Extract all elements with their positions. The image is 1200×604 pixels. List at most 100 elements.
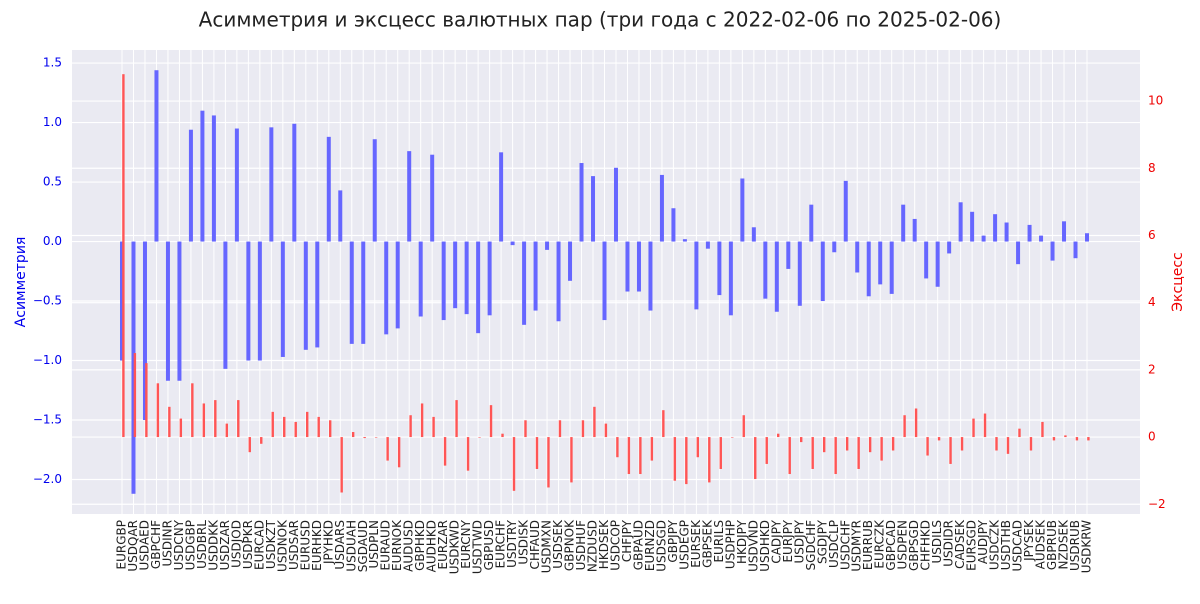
bar [430, 154, 435, 242]
bar [636, 241, 641, 292]
x-tick-label: USDDKK [206, 519, 220, 571]
bar [774, 241, 779, 312]
bar [591, 176, 596, 242]
x-tick-label: USDTWD [471, 520, 485, 574]
bar [593, 406, 596, 438]
bar [1027, 224, 1032, 242]
bar [441, 241, 446, 321]
x-tick-label: USDPHP [723, 520, 737, 569]
bar [972, 418, 975, 438]
chart-title: Асимметрия и эксцесс валютных пар (три г… [199, 8, 1002, 32]
x-tick-label: GBPSEK [700, 519, 714, 568]
bar [763, 241, 768, 299]
bar [214, 400, 217, 438]
bar [1004, 222, 1009, 242]
bar [832, 241, 837, 253]
bar [328, 420, 332, 438]
bar [340, 437, 343, 493]
bar [223, 241, 228, 369]
bar [1075, 437, 1079, 441]
bar [751, 227, 756, 242]
bar [179, 418, 183, 438]
bar [246, 241, 251, 361]
bar [648, 241, 653, 311]
bar [834, 437, 837, 475]
x-tick-label: EURCNY [459, 519, 473, 568]
x-tick-label: USDRUB [1068, 520, 1082, 571]
bar [797, 241, 802, 306]
bar [432, 416, 435, 438]
bar [694, 241, 699, 310]
x-tick-label: EURCAD [252, 520, 266, 570]
x-tick-label: USDMYR [850, 520, 864, 572]
x-tick-label: EURJPY [781, 519, 795, 562]
bar [1052, 437, 1056, 441]
y-tick-label: 1.0 [43, 115, 62, 129]
x-tick-label: GBPHKD [413, 520, 427, 571]
bar [177, 241, 182, 381]
bar [604, 423, 608, 438]
bar [122, 74, 125, 438]
bar [512, 437, 516, 491]
x-tick-label: CHFHKD [919, 520, 933, 570]
bar [568, 241, 573, 281]
bar [671, 208, 676, 242]
bar [271, 411, 274, 438]
x-tick-label: USDNOK [275, 519, 289, 572]
bar [133, 353, 137, 438]
bar [602, 241, 607, 321]
bar [799, 437, 803, 443]
bar [292, 123, 297, 242]
x-tick-label: USDJOD [229, 520, 243, 568]
y-tick-label: −0.5 [33, 294, 62, 308]
bar [765, 437, 768, 464]
bar [464, 241, 469, 315]
x-tick-label: EURUSD [298, 520, 312, 570]
y-tick-label: 1.5 [43, 56, 62, 70]
bar [1016, 241, 1021, 265]
bar [361, 241, 366, 344]
x-tick-label: USDEGP [677, 520, 691, 570]
bar [165, 241, 170, 381]
x-tick-label: CHFAUD [528, 520, 542, 569]
bar [443, 437, 447, 466]
bar [857, 437, 860, 469]
x-tick-label: EURNZD [643, 520, 657, 571]
x-tick-label: USDCHF [838, 520, 852, 570]
x-tick-label: EURCZK [873, 519, 887, 569]
bar [317, 416, 320, 438]
bar [820, 241, 825, 302]
y-axis-label: Асимметрия [13, 237, 29, 328]
y2-tick-label: 8 [1148, 161, 1156, 175]
bar [283, 416, 286, 438]
bar [639, 437, 642, 475]
bar [409, 415, 412, 438]
x-tick-label: JPYHKD [321, 520, 335, 565]
x-tick-label: CADSEK [953, 519, 967, 569]
bar [294, 421, 297, 438]
bar [728, 241, 733, 316]
bar [1064, 435, 1067, 438]
bar [499, 152, 504, 242]
bar [386, 437, 389, 461]
y2-axis-label: Эксцесс [1170, 252, 1186, 311]
bar [673, 437, 677, 481]
bar [168, 406, 171, 438]
x-tick-label: EURHKD [310, 520, 324, 571]
bar [613, 167, 618, 242]
y-tick-label: 0.0 [43, 234, 62, 248]
x-tick-label: GBPNOK [563, 519, 577, 571]
x-tick-label: EURSEK [689, 519, 703, 568]
bar [142, 241, 147, 421]
bar [579, 163, 584, 242]
x-tick-label: EURNOK [390, 519, 404, 571]
x-tick-label: USDVND [746, 520, 760, 572]
bar [914, 408, 918, 438]
x-tick-label: EURGBP [115, 520, 129, 569]
bar [407, 151, 412, 242]
bar [260, 437, 263, 444]
y-tick-label: −2.0 [33, 472, 62, 486]
bar [315, 241, 320, 348]
x-tick-label: GBPRUB [1045, 520, 1059, 570]
bar [924, 241, 929, 279]
